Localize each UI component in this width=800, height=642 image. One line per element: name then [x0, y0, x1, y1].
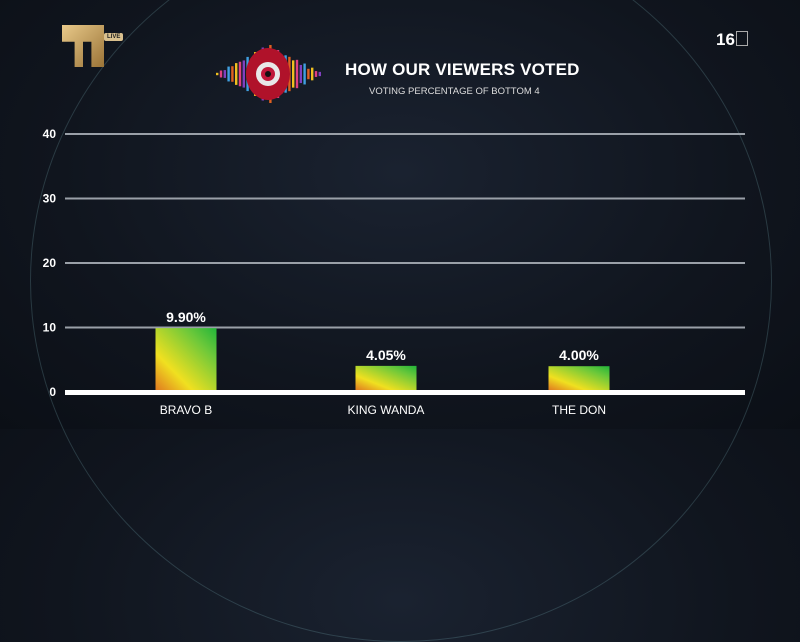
equalizer-bar: [242, 60, 245, 88]
equalizer-bar: [292, 60, 295, 88]
y-tick-label: 10: [43, 321, 57, 335]
chart-subtitle: VOTING PERCENTAGE OF BOTTOM 4: [369, 86, 540, 97]
equalizer-bar: [295, 59, 299, 89]
live-badge: LIVE: [104, 33, 124, 41]
category-label: THE DON: [552, 403, 606, 417]
baseline: [65, 390, 745, 395]
equalizer-bar: [223, 70, 226, 78]
rating-box-icon: [735, 31, 748, 46]
equalizer-bar: [314, 71, 318, 77]
equalizer-bar: [303, 63, 306, 85]
equalizer-bar: [227, 66, 230, 82]
equalizer-bar: [318, 71, 321, 77]
y-tick-label: 20: [43, 256, 57, 270]
category-label: BRAVO B: [160, 403, 212, 417]
y-tick-label: 30: [43, 192, 57, 206]
equalizer-bar: [216, 72, 219, 76]
equalizer-bar: [311, 67, 314, 81]
y-tick-label: 0: [49, 385, 56, 399]
bar: [155, 328, 217, 390]
bar-chart: 0 10 20 30 40 9.90% BRAVO B 4.05% KING WANDA 4.0…: [43, 127, 745, 417]
category-label: KING WANDA: [348, 403, 425, 417]
bar: [548, 366, 610, 390]
data-label: 4.00%: [559, 347, 599, 363]
chart-title: HOW OUR VIEWERS VOTED: [345, 60, 580, 79]
equalizer-bar: [231, 66, 234, 82]
equalizer-bar: [238, 61, 242, 87]
equalizer-bar: [307, 68, 310, 80]
age-rating-number: 16: [716, 30, 735, 49]
equalizer-bar: [235, 63, 238, 85]
data-label: 9.90%: [166, 309, 206, 325]
show-eye-logo: [216, 44, 321, 104]
age-rating: 16: [716, 30, 748, 50]
y-tick-label: 40: [43, 127, 57, 141]
equalizer-bar: [299, 64, 302, 84]
data-label: 4.05%: [366, 347, 406, 363]
equalizer-bar: [219, 70, 223, 78]
bar: [355, 365, 417, 390]
